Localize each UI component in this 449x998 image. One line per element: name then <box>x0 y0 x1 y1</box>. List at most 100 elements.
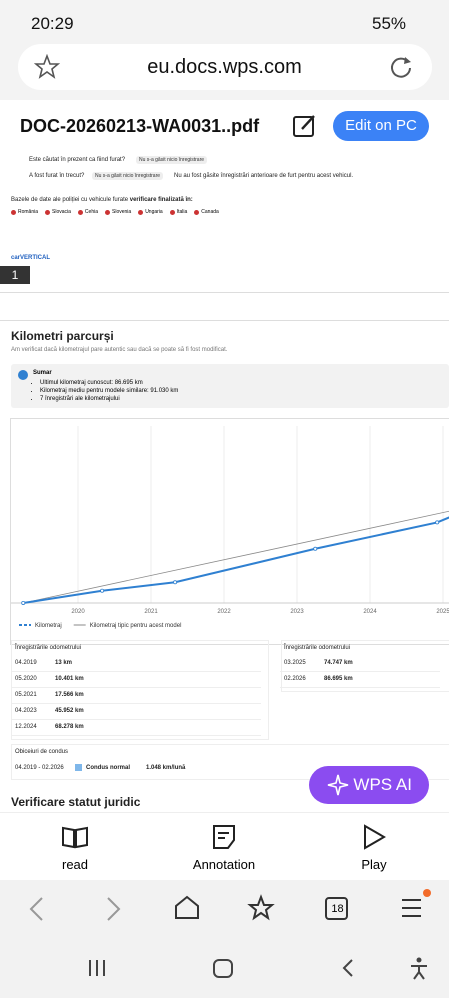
driving-title: Obiceiuri de condus <box>15 749 69 755</box>
url[interactable]: eu.docs.wps.com <box>147 56 302 78</box>
row-value: 13 km <box>55 660 73 666</box>
summary-item: 7 înregistrări ale kilometrajului <box>40 395 178 403</box>
x-tick-label: 2023 <box>290 609 304 615</box>
row-date: 05.2021 <box>15 692 37 698</box>
sparkle-icon <box>327 774 349 796</box>
x-tick-label: 2025 <box>436 609 449 615</box>
row-date: 04.2019 <box>15 660 37 666</box>
edit-icon[interactable] <box>292 113 318 139</box>
row-date: 03.2025 <box>284 660 306 666</box>
row-line <box>11 687 261 688</box>
row-value: 10.401 km <box>55 676 84 682</box>
badge: Nu s-a găsit nicio înregistrare <box>92 172 164 180</box>
row-line <box>11 735 261 736</box>
country-name: Cehia <box>84 209 98 215</box>
row-line <box>11 703 261 704</box>
x-tick-label: 2021 <box>144 609 158 615</box>
annotation-icon[interactable] <box>212 824 236 850</box>
summary-item: Kilometraj mediu pentru modele similare:… <box>40 387 178 395</box>
flag <box>77 209 83 215</box>
country-list: România Slovacia Cehia Slovenia Ungaria Itali… <box>11 209 219 215</box>
page-break <box>0 292 449 293</box>
reload-icon[interactable] <box>388 54 414 80</box>
country-name: Italia <box>176 209 188 215</box>
row-value: 86.695 km <box>324 676 353 682</box>
edit-button[interactable]: Edit on PC <box>333 111 429 141</box>
subtitle: Am verificat dacă kilometrajul pare aute… <box>11 347 228 353</box>
country: Canada <box>194 209 219 215</box>
x-tick-label: 2022 <box>217 609 231 615</box>
text: verificare finalizată în: <box>129 197 193 203</box>
summary-box <box>11 364 449 408</box>
driving-style: Condus normal <box>86 765 131 771</box>
country-name: România <box>18 209 39 215</box>
data-point <box>100 588 105 593</box>
legend-label: Kilometraj tipic pentru acest model <box>90 623 182 629</box>
table-title: Înregistrările odometrului <box>15 645 82 651</box>
x-tick-label: 2020 <box>71 609 85 615</box>
row-value: 74.747 km <box>324 660 353 666</box>
row-value: 68.278 km <box>55 724 84 730</box>
country-name: Slovenia <box>112 209 132 215</box>
toolbar-label[interactable]: read <box>61 857 89 872</box>
data-point <box>435 520 440 525</box>
flag <box>169 209 175 215</box>
read-icon[interactable] <box>62 825 88 849</box>
nav-icons <box>29 889 431 980</box>
flag <box>105 209 110 215</box>
info-icon <box>18 370 28 380</box>
question: Este căutat în prezent ca fiind furat? <box>29 157 126 163</box>
nav-area <box>0 880 449 998</box>
country: Slovacia <box>45 209 71 215</box>
row-line <box>11 671 261 672</box>
series-line <box>23 516 449 604</box>
logo: carVERTICAL <box>11 255 51 261</box>
url-bar[interactable] <box>18 44 432 90</box>
data-point <box>21 600 26 605</box>
play-icon[interactable] <box>362 824 386 850</box>
data-point <box>173 580 178 585</box>
tab-count[interactable]: 18 <box>331 903 344 915</box>
chart: 2020 2021 2022 2023 2024 2025 Kilometraj Kilome… <box>10 418 449 645</box>
row-date: 12.2024 <box>15 724 37 730</box>
flag <box>11 209 16 215</box>
toolbar-label[interactable]: Annotation <box>192 857 256 872</box>
period: 04.2019 - 02.2026 <box>15 765 64 771</box>
country: Slovenia <box>105 209 131 215</box>
battery: 55% <box>372 14 407 33</box>
clock: 20:29 <box>31 14 74 33</box>
star-icon[interactable] <box>34 54 60 80</box>
section-title: Verificare statut juridic <box>11 795 141 809</box>
country: Ungaria <box>138 209 163 215</box>
file-name: DOC-20260213-WA0031..pdf <box>20 116 260 136</box>
rate: 1.048 km/lună <box>146 765 186 771</box>
toolbar-label[interactable]: Play <box>361 857 387 872</box>
summary-list: Ultimul kilometraj cunoscut: 86.695 kmKi… <box>40 379 178 403</box>
flag <box>45 209 51 215</box>
flag <box>138 209 144 215</box>
row-value: 45.952 km <box>55 708 84 714</box>
country: Cehia <box>77 209 98 215</box>
x-tick-label: 2024 <box>363 609 377 615</box>
summary-item: Ultimul kilometraj cunoscut: 86.695 km <box>40 379 178 387</box>
country-name: Canada <box>201 209 219 215</box>
row-line <box>11 719 261 720</box>
page-number: 1 <box>0 266 30 284</box>
section-title: Kilometri parcurși <box>11 329 114 343</box>
databases-title: Bazele de date ale poliției cu vehicule … <box>11 197 193 203</box>
summary-title: Sumar <box>33 370 52 376</box>
country: Italia <box>169 209 188 215</box>
country-name: Slovacia <box>52 209 71 215</box>
question: A fost furat în trecut? <box>29 173 85 179</box>
row-date: 05.2020 <box>15 676 37 682</box>
legend-label: Kilometraj <box>35 623 62 629</box>
table <box>281 640 449 692</box>
row-date: 02.2026 <box>284 676 306 682</box>
row-line <box>280 671 440 672</box>
text: Bazele de date ale poliției cu vehicule … <box>11 197 129 203</box>
row-line <box>280 687 440 688</box>
page-break <box>0 320 449 321</box>
driving-box <box>11 744 449 780</box>
flag <box>194 209 200 215</box>
